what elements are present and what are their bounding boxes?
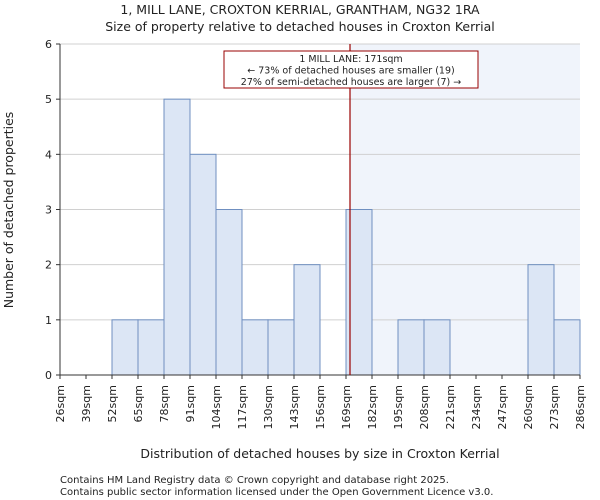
x-tick-label-169sqm: 169sqm <box>340 385 353 429</box>
bar-104sqm <box>215 209 243 376</box>
x-tick-label-234sqm: 234sqm <box>470 385 483 429</box>
y-tick-label-4: 4 <box>45 148 52 161</box>
x-tick-label-143sqm: 143sqm <box>288 385 301 429</box>
chart-title: 1, MILL LANE, CROXTON KERRIAL, GRANTHAM,… <box>120 2 480 17</box>
x-tick-label-208sqm: 208sqm <box>418 385 431 429</box>
bar-117sqm <box>241 319 269 376</box>
x-tick-label-260sqm: 260sqm <box>522 385 535 429</box>
bar-260sqm <box>527 264 555 376</box>
annotation-line1: 1 MILL LANE: 171sqm <box>299 54 402 65</box>
x-tick-label-39sqm: 39sqm <box>80 385 93 422</box>
y-tick-label-6: 6 <box>45 38 52 51</box>
bar-130sqm <box>267 319 295 376</box>
annotation-box <box>223 50 479 89</box>
annotation-line2: ← 73% of detached houses are smaller (19… <box>247 66 454 77</box>
chart-subtitle: Size of property relative to detached ho… <box>105 19 495 34</box>
x-tick-label-130sqm: 130sqm <box>262 385 275 429</box>
x-tick-label-273sqm: 273sqm <box>548 385 561 429</box>
y-tick-label-3: 3 <box>45 204 52 217</box>
x-tick-label-195sqm: 195sqm <box>392 385 405 429</box>
x-axis-label: Distribution of detached houses by size … <box>140 446 499 461</box>
y-tick-label-1: 1 <box>45 314 52 327</box>
x-tick-label-104sqm: 104sqm <box>210 385 223 429</box>
x-tick-label-221sqm: 221sqm <box>444 385 457 429</box>
x-tick-label-286sqm: 286sqm <box>574 385 587 429</box>
plot-area: 0 1 2 3 4 5 6 26sqm 39sqm 52sqm 65sqm 78sqm 91sqm 104… <box>45 38 587 429</box>
bar-143sqm <box>293 264 321 376</box>
x-tick-label-156sqm: 156sqm <box>314 385 327 429</box>
x-tick-label-65sqm: 65sqm <box>132 385 145 422</box>
x-tick-label-26sqm: 26sqm <box>54 385 67 422</box>
x-tick-label-117sqm: 117sqm <box>236 385 249 429</box>
x-tick-label-91sqm: 91sqm <box>184 385 197 422</box>
x-tick-label-182sqm: 182sqm <box>366 385 379 429</box>
bar-91sqm <box>189 153 217 376</box>
bar-208sqm <box>423 319 451 376</box>
bar-273sqm <box>553 319 581 376</box>
x-tick-label-247sqm: 247sqm <box>496 385 509 429</box>
footer-line-1: Contains HM Land Registry data © Crown c… <box>60 475 449 486</box>
annotation-line3: 27% of semi-detached houses are larger (… <box>241 77 461 88</box>
bar-78sqm <box>163 98 191 376</box>
bar-195sqm <box>397 319 425 376</box>
y-tick-label-0: 0 <box>45 369 52 382</box>
bar-52sqm <box>111 319 139 376</box>
y-tick-label-2: 2 <box>45 259 52 272</box>
footer-line-2: Contains public sector information licen… <box>60 487 493 498</box>
y-tick-label-5: 5 <box>45 93 52 106</box>
x-tick-label-78sqm: 78sqm <box>158 385 171 422</box>
x-tick-label-52sqm: 52sqm <box>106 385 119 422</box>
y-axis-label: Number of detached properties <box>1 112 16 309</box>
bar-65sqm <box>137 319 165 376</box>
